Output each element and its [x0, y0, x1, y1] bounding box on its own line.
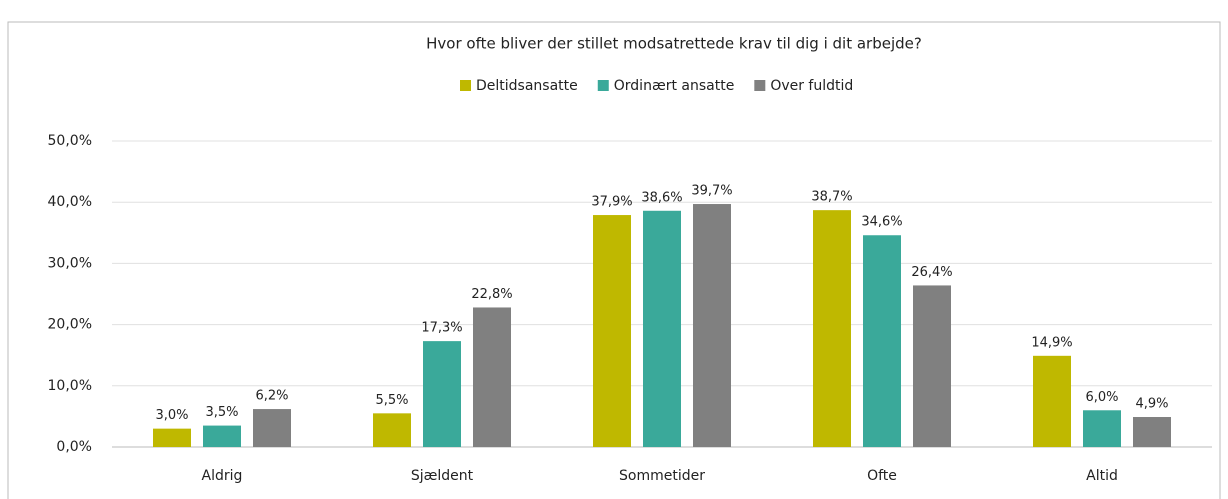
value-label: 14,9% [1031, 335, 1072, 350]
bar [1133, 417, 1171, 447]
value-label: 22,8% [471, 287, 512, 302]
x-tick-label: Altid [1086, 468, 1118, 484]
value-label: 39,7% [691, 184, 732, 199]
value-label: 5,5% [375, 393, 408, 408]
value-label: 38,6% [641, 190, 682, 205]
legend-swatch [754, 80, 766, 91]
bar [253, 409, 291, 447]
legend-swatch [460, 80, 471, 91]
y-tick-label: 20,0% [48, 317, 92, 333]
bar [153, 428, 191, 447]
x-tick-label: Sommetider [619, 468, 705, 484]
y-tick-label: 50,0% [48, 133, 92, 149]
bar [813, 210, 851, 447]
bar [913, 285, 951, 447]
bar [203, 425, 241, 447]
legend-label: Deltidsansatte [476, 78, 578, 94]
bar [423, 341, 461, 447]
bar [1083, 410, 1121, 447]
value-label: 26,4% [911, 265, 952, 280]
chart-title: Hvor ofte bliver der stillet modsatrette… [426, 35, 922, 53]
x-tick-label: Sjældent [411, 468, 474, 484]
value-label: 38,7% [811, 190, 852, 205]
bar [863, 235, 901, 447]
value-label: 17,3% [421, 321, 462, 336]
legend-label: Over fuldtid [770, 78, 853, 94]
y-tick-label: 40,0% [48, 194, 92, 210]
value-label: 3,0% [155, 408, 188, 423]
x-tick-label: Ofte [867, 468, 897, 484]
legend-swatch [597, 80, 609, 91]
y-tick-label: 0,0% [56, 439, 92, 455]
x-tick-label: Aldrig [202, 468, 243, 484]
bar [1033, 355, 1071, 447]
bar [473, 307, 511, 447]
bar [593, 215, 631, 447]
legend-label: Ordinært ansatte [614, 78, 735, 94]
bar [693, 204, 731, 447]
bar [643, 210, 681, 447]
value-label: 37,9% [591, 195, 632, 210]
value-label: 3,5% [205, 405, 238, 420]
value-label: 34,6% [861, 215, 902, 230]
y-tick-label: 10,0% [48, 378, 92, 394]
y-tick-label: 30,0% [48, 255, 92, 271]
value-label: 6,2% [255, 389, 288, 404]
bar [373, 413, 411, 447]
value-label: 4,9% [1135, 397, 1168, 412]
value-label: 6,0% [1085, 390, 1118, 405]
